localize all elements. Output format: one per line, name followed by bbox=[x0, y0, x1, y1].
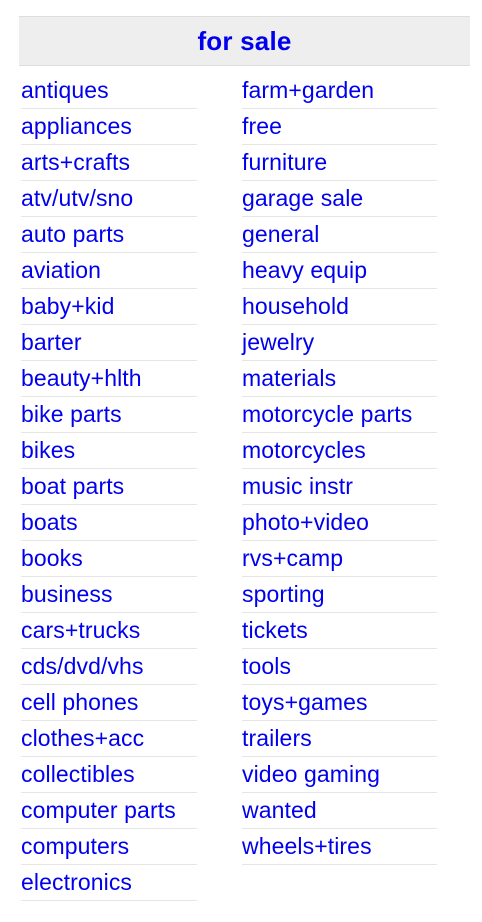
category-list-item: electronics bbox=[21, 865, 197, 901]
category-list-item: atv/utv/sno bbox=[21, 181, 197, 217]
category-list-item: aviation bbox=[21, 253, 197, 289]
category-link-jewelry[interactable]: jewelry bbox=[242, 329, 315, 355]
category-list-item: beauty+hlth bbox=[21, 361, 197, 397]
category-list-item: tickets bbox=[242, 613, 437, 649]
category-link-bike-parts[interactable]: bike parts bbox=[21, 401, 122, 427]
category-link-bikes[interactable]: bikes bbox=[21, 437, 76, 463]
category-link-boats[interactable]: boats bbox=[21, 509, 78, 535]
category-list-item: free bbox=[242, 109, 437, 145]
category-link-arts-crafts[interactable]: arts+crafts bbox=[21, 149, 131, 175]
category-link-wheels-tires[interactable]: wheels+tires bbox=[242, 833, 372, 859]
for-sale-section: for sale antiques appliances arts+crafts at… bbox=[19, 16, 470, 901]
category-list-item: auto parts bbox=[21, 217, 197, 253]
category-link-motorcycle-parts[interactable]: motorcycle parts bbox=[242, 401, 413, 427]
category-list-item: toys+games bbox=[242, 685, 437, 721]
category-list-item: general bbox=[242, 217, 437, 253]
category-list-item: jewelry bbox=[242, 325, 437, 361]
category-link-trailers[interactable]: trailers bbox=[242, 725, 312, 751]
category-list-item: materials bbox=[242, 361, 437, 397]
category-list-item: household bbox=[242, 289, 437, 325]
category-link-appliances[interactable]: appliances bbox=[21, 113, 132, 139]
category-link-barter[interactable]: barter bbox=[21, 329, 82, 355]
category-link-boat-parts[interactable]: boat parts bbox=[21, 473, 125, 499]
category-list-item: wanted bbox=[242, 793, 437, 829]
category-list-item: bike parts bbox=[21, 397, 197, 433]
category-link-books[interactable]: books bbox=[21, 545, 83, 571]
category-list-item: heavy equip bbox=[242, 253, 437, 289]
category-list-item: cars+trucks bbox=[21, 613, 197, 649]
left-category-column: antiques appliances arts+crafts atv/utv/sno… bbox=[21, 73, 197, 901]
category-list-item: arts+crafts bbox=[21, 145, 197, 181]
category-link-free[interactable]: free bbox=[242, 113, 283, 139]
category-link-wanted[interactable]: wanted bbox=[242, 797, 317, 823]
category-columns: antiques appliances arts+crafts atv/utv/sno… bbox=[19, 66, 470, 901]
category-list-item: music instr bbox=[242, 469, 437, 505]
category-list-item: clothes+acc bbox=[21, 721, 197, 757]
category-list-item: barter bbox=[21, 325, 197, 361]
category-list-item: computers bbox=[21, 829, 197, 865]
category-list-item: farm+garden bbox=[242, 73, 437, 109]
category-list-item: wheels+tires bbox=[242, 829, 437, 865]
category-list-item: sporting bbox=[242, 577, 437, 613]
category-link-general[interactable]: general bbox=[242, 221, 320, 247]
category-list-item: books bbox=[21, 541, 197, 577]
category-link-garage-sale[interactable]: garage sale bbox=[242, 185, 364, 211]
category-list-item: cell phones bbox=[21, 685, 197, 721]
category-list-item: bikes bbox=[21, 433, 197, 469]
category-list-item: appliances bbox=[21, 109, 197, 145]
category-link-beauty-hlth[interactable]: beauty+hlth bbox=[21, 365, 142, 391]
category-link-cars-trucks[interactable]: cars+trucks bbox=[21, 617, 141, 643]
category-link-music-instr[interactable]: music instr bbox=[242, 473, 354, 499]
category-link-business[interactable]: business bbox=[21, 581, 113, 607]
section-header: for sale bbox=[19, 16, 470, 66]
category-link-baby-kid[interactable]: baby+kid bbox=[21, 293, 115, 319]
category-link-clothes-acc[interactable]: clothes+acc bbox=[21, 725, 145, 751]
category-link-household[interactable]: household bbox=[242, 293, 350, 319]
category-link-computers[interactable]: computers bbox=[21, 833, 130, 859]
category-list-item: cds/dvd/vhs bbox=[21, 649, 197, 685]
category-link-aviation[interactable]: aviation bbox=[21, 257, 102, 283]
category-link-antiques[interactable]: antiques bbox=[21, 77, 109, 103]
category-link-atv-utv-sno[interactable]: atv/utv/sno bbox=[21, 185, 134, 211]
category-link-electronics[interactable]: electronics bbox=[21, 869, 133, 895]
category-list-item: motorcycle parts bbox=[242, 397, 437, 433]
category-list-item: furniture bbox=[242, 145, 437, 181]
category-link-farm-garden[interactable]: farm+garden bbox=[242, 77, 375, 103]
category-link-materials[interactable]: materials bbox=[242, 365, 337, 391]
category-list-item: video gaming bbox=[242, 757, 437, 793]
category-list-item: baby+kid bbox=[21, 289, 197, 325]
category-list-item: photo+video bbox=[242, 505, 437, 541]
category-list-item: rvs+camp bbox=[242, 541, 437, 577]
category-link-cds-dvd-vhs[interactable]: cds/dvd/vhs bbox=[21, 653, 144, 679]
category-link-computer-parts[interactable]: computer parts bbox=[21, 797, 176, 823]
category-link-sporting[interactable]: sporting bbox=[242, 581, 325, 607]
category-link-motorcycles[interactable]: motorcycles bbox=[242, 437, 366, 463]
category-link-heavy-equip[interactable]: heavy equip bbox=[242, 257, 368, 283]
category-link-rvs-camp[interactable]: rvs+camp bbox=[242, 545, 344, 571]
category-list-item: garage sale bbox=[242, 181, 437, 217]
category-link-video-gaming[interactable]: video gaming bbox=[242, 761, 381, 787]
category-link-tools[interactable]: tools bbox=[242, 653, 292, 679]
category-list-item: motorcycles bbox=[242, 433, 437, 469]
category-link-auto-parts[interactable]: auto parts bbox=[21, 221, 125, 247]
category-link-cell-phones[interactable]: cell phones bbox=[21, 689, 139, 715]
category-list-item: trailers bbox=[242, 721, 437, 757]
category-link-collectibles[interactable]: collectibles bbox=[21, 761, 135, 787]
category-list-item: boats bbox=[21, 505, 197, 541]
for-sale-header-link[interactable]: for sale bbox=[197, 26, 292, 56]
category-link-furniture[interactable]: furniture bbox=[242, 149, 328, 175]
category-list-item: collectibles bbox=[21, 757, 197, 793]
category-link-toys-games[interactable]: toys+games bbox=[242, 689, 368, 715]
category-list-item: computer parts bbox=[21, 793, 197, 829]
category-list-item: tools bbox=[242, 649, 437, 685]
category-link-tickets[interactable]: tickets bbox=[242, 617, 308, 643]
category-list-item: business bbox=[21, 577, 197, 613]
category-list-item: antiques bbox=[21, 73, 197, 109]
right-category-column: farm+garden free furniture garage sale gener… bbox=[242, 73, 437, 901]
category-list-item: boat parts bbox=[21, 469, 197, 505]
category-link-photo-video[interactable]: photo+video bbox=[242, 509, 370, 535]
